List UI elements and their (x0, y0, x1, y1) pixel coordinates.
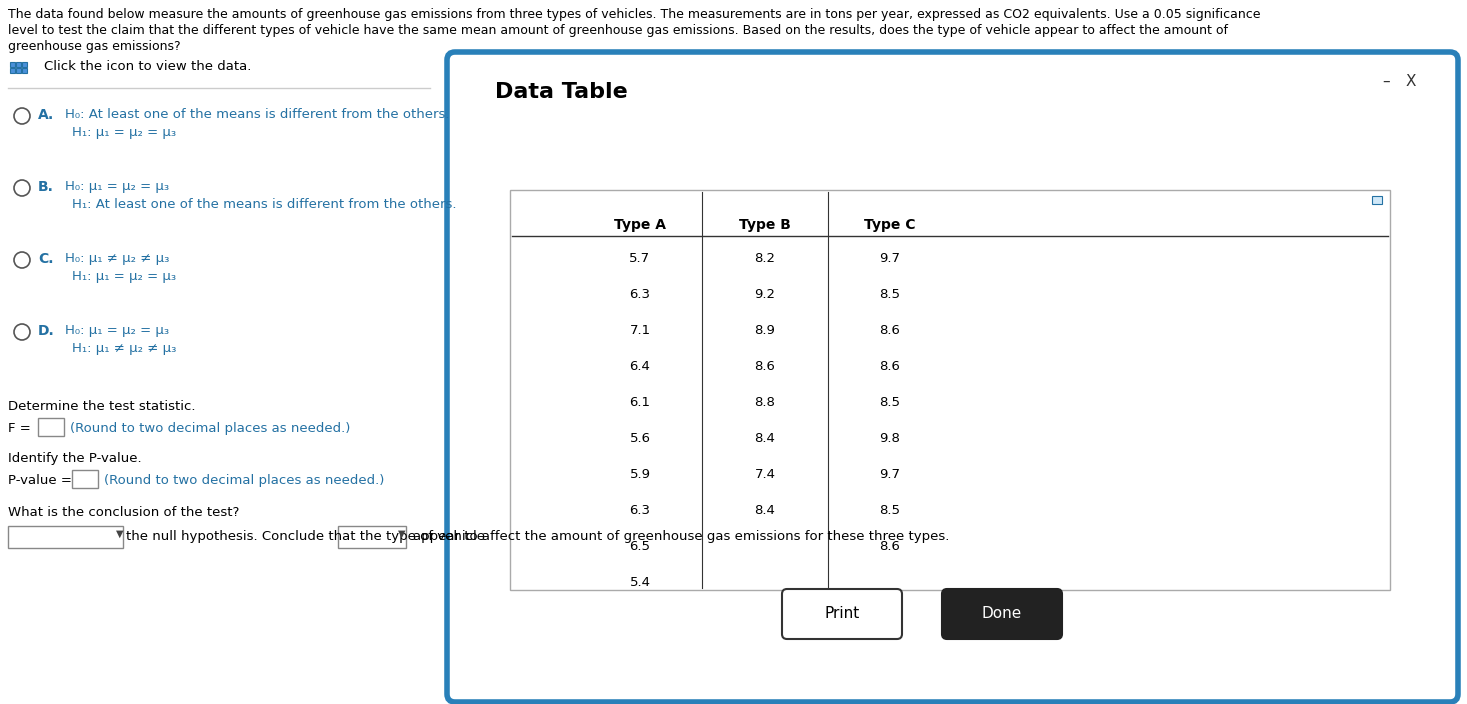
Text: F =: F = (7, 422, 31, 435)
Text: H₁: μ₁ = μ₂ = μ₃: H₁: μ₁ = μ₂ = μ₃ (72, 270, 176, 283)
Text: 9.7: 9.7 (880, 252, 901, 265)
Bar (38, 418, 65, 436)
Text: (Round to two decimal places as needed.): (Round to two decimal places as needed.) (104, 474, 384, 487)
Bar (72, 470, 98, 488)
Text: Determine the test statistic.: Determine the test statistic. (7, 400, 195, 413)
Text: 8.8: 8.8 (754, 396, 776, 409)
Text: H₁: μ₁ ≠ μ₂ ≠ μ₃: H₁: μ₁ ≠ μ₂ ≠ μ₃ (72, 342, 176, 355)
FancyBboxPatch shape (782, 589, 902, 639)
Text: 6.3: 6.3 (629, 288, 650, 301)
Text: 9.2: 9.2 (754, 288, 776, 301)
Text: 7.1: 7.1 (629, 324, 650, 337)
Text: 5.6: 5.6 (629, 432, 650, 445)
FancyBboxPatch shape (447, 52, 1458, 702)
Text: 8.4: 8.4 (754, 432, 776, 445)
Text: 8.5: 8.5 (880, 396, 901, 409)
Text: 5.4: 5.4 (629, 576, 650, 589)
Text: 9.8: 9.8 (880, 432, 901, 445)
Text: H₁: μ₁ = μ₂ = μ₃: H₁: μ₁ = μ₂ = μ₃ (72, 126, 176, 139)
Text: H₀: μ₁ ≠ μ₂ ≠ μ₃: H₀: μ₁ ≠ μ₂ ≠ μ₃ (65, 252, 169, 265)
Text: P-value =: P-value = (7, 474, 72, 487)
Text: H₀: μ₁ = μ₂ = μ₃: H₀: μ₁ = μ₂ = μ₃ (65, 324, 169, 337)
Text: 9.7: 9.7 (880, 468, 901, 481)
Text: (Round to two decimal places as needed.): (Round to two decimal places as needed.) (70, 422, 351, 435)
Text: A.: A. (38, 108, 54, 122)
Text: 8.4: 8.4 (754, 504, 776, 517)
Bar (7, 526, 123, 548)
Bar (22, 62, 26, 67)
Text: 8.9: 8.9 (754, 324, 776, 337)
Text: 6.5: 6.5 (629, 540, 650, 553)
Text: Type C: Type C (864, 218, 915, 232)
Text: What is the conclusion of the test?: What is the conclusion of the test? (7, 506, 239, 519)
Text: 7.4: 7.4 (754, 468, 776, 481)
Text: ▼: ▼ (116, 529, 123, 539)
Text: 5.9: 5.9 (629, 468, 650, 481)
Text: the null hypothesis. Conclude that the type of vehicle: the null hypothesis. Conclude that the t… (126, 530, 486, 543)
Bar (337, 526, 406, 548)
Text: C.: C. (38, 252, 53, 266)
Text: 5.7: 5.7 (629, 252, 650, 265)
Text: 8.5: 8.5 (880, 288, 901, 301)
Text: H₁: At least one of the means is different from the others.: H₁: At least one of the means is differe… (72, 198, 456, 211)
Text: Print: Print (824, 606, 860, 621)
Text: –: – (1382, 74, 1389, 89)
Bar (22, 68, 26, 73)
Text: Data Table: Data Table (494, 82, 628, 102)
Text: level to test the claim that the different types of vehicle have the same mean a: level to test the claim that the differe… (7, 24, 1228, 37)
Text: The data found below measure the amounts of greenhouse gas emissions from three : The data found below measure the amounts… (7, 8, 1260, 21)
Text: 6.1: 6.1 (629, 396, 650, 409)
Text: Type A: Type A (615, 218, 666, 232)
Text: 8.6: 8.6 (754, 360, 776, 373)
Text: 8.6: 8.6 (880, 540, 901, 553)
Text: ▼: ▼ (398, 529, 405, 539)
Text: D.: D. (38, 324, 54, 338)
Text: 8.2: 8.2 (754, 252, 776, 265)
Text: 8.6: 8.6 (880, 324, 901, 337)
Text: X: X (1405, 74, 1417, 89)
Text: 6.4: 6.4 (629, 360, 650, 373)
Text: H₀: At least one of the means is different from the others.: H₀: At least one of the means is differe… (65, 108, 449, 121)
FancyBboxPatch shape (942, 589, 1062, 639)
Bar (10, 68, 15, 73)
Text: 8.6: 8.6 (880, 360, 901, 373)
Text: 6.3: 6.3 (629, 504, 650, 517)
Text: greenhouse gas emissions?: greenhouse gas emissions? (7, 40, 180, 53)
Bar (10, 62, 15, 67)
Bar (1372, 196, 1382, 204)
Bar (16, 68, 21, 73)
Text: 8.5: 8.5 (880, 504, 901, 517)
Text: B.: B. (38, 180, 54, 194)
Text: Click the icon to view the data.: Click the icon to view the data. (44, 60, 251, 73)
Text: H₀: μ₁ = μ₂ = μ₃: H₀: μ₁ = μ₂ = μ₃ (65, 180, 169, 193)
Text: Identify the P-value.: Identify the P-value. (7, 452, 142, 465)
Bar (511, 190, 1391, 590)
Bar (16, 62, 21, 67)
Text: Done: Done (981, 606, 1022, 621)
Text: Type B: Type B (739, 218, 791, 232)
Text: appear to affect the amount of greenhouse gas emissions for these three types.: appear to affect the amount of greenhous… (414, 530, 949, 543)
